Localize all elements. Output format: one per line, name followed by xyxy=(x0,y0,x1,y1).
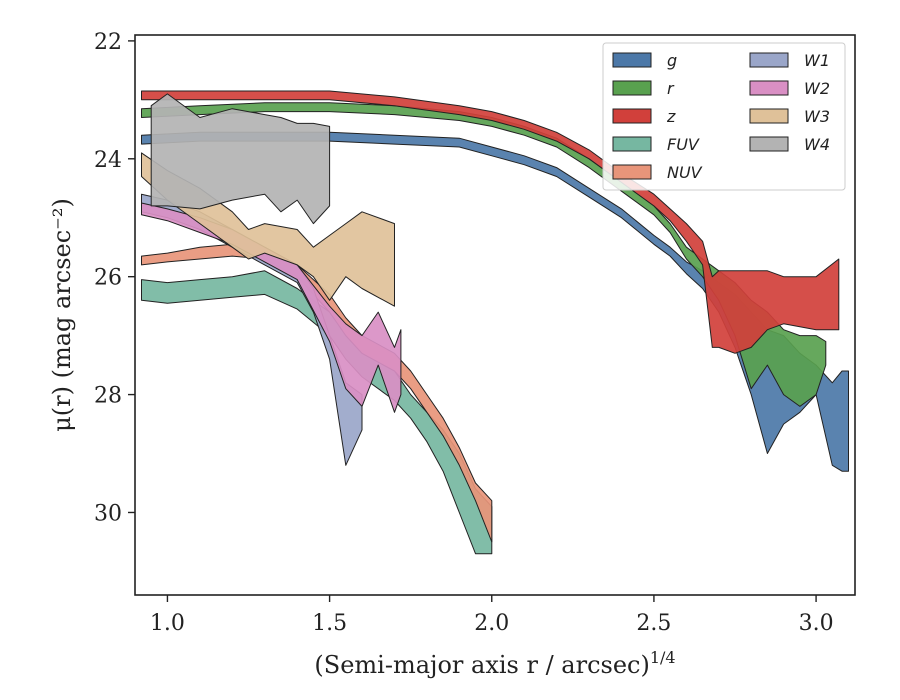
legend-label-nuv: NUV xyxy=(667,163,703,182)
legend-swatch-w1 xyxy=(749,52,789,68)
x-tick-label: 2.0 xyxy=(474,611,509,636)
y-axis-label: μ(r) (mag arcsec⁻²) xyxy=(48,198,76,432)
legend-swatch-w3 xyxy=(749,108,789,124)
series-band-z xyxy=(141,90,840,354)
y-tick-label: 28 xyxy=(94,384,122,409)
legend-label-w2: W2 xyxy=(804,79,830,98)
plot-area xyxy=(141,90,849,555)
legend-swatch-w2 xyxy=(749,80,789,96)
x-tick-label: 1.0 xyxy=(150,611,185,636)
series-band-w4 xyxy=(150,93,331,225)
y-tick-label: 26 xyxy=(94,266,122,291)
legend-swatch-g xyxy=(612,52,652,68)
legend-label-w1: W1 xyxy=(804,51,830,70)
legend-swatch-z xyxy=(612,108,652,124)
legend-swatch-w4 xyxy=(749,136,789,152)
legend: grz FUV NUV W1 W2 W3 W4 xyxy=(602,42,846,191)
legend-label-r: r xyxy=(667,79,675,98)
legend-box xyxy=(602,42,846,191)
legend-label-fuv: FUV xyxy=(667,135,700,154)
x-tick-label: 3.0 xyxy=(799,611,834,636)
legend-swatch-r xyxy=(612,80,652,96)
x-tick-label: 2.5 xyxy=(636,611,671,636)
legend-label-g: g xyxy=(667,51,677,70)
series-band-w3 xyxy=(141,152,395,307)
y-tick-label: 22 xyxy=(94,30,122,55)
x-axis-label: (Semi-major axis r / arcsec)1/4 xyxy=(314,648,675,679)
y-tick-label: 24 xyxy=(94,148,122,173)
legend-swatch-nuv xyxy=(612,164,652,180)
legend-label-w4: W4 xyxy=(804,135,830,154)
legend-label-z: z xyxy=(666,107,676,126)
legend-swatch-fuv xyxy=(612,136,652,152)
series-band-g xyxy=(141,131,849,472)
x-tick-label: 1.5 xyxy=(312,611,347,636)
axis-ticks: 1.0 1.5 2.0 2.5 3.0 22 24 26 28 30 xyxy=(94,30,834,636)
plot-frame xyxy=(134,34,856,596)
y-tick-label: 30 xyxy=(94,501,122,526)
legend-label-w3: W3 xyxy=(804,107,830,126)
